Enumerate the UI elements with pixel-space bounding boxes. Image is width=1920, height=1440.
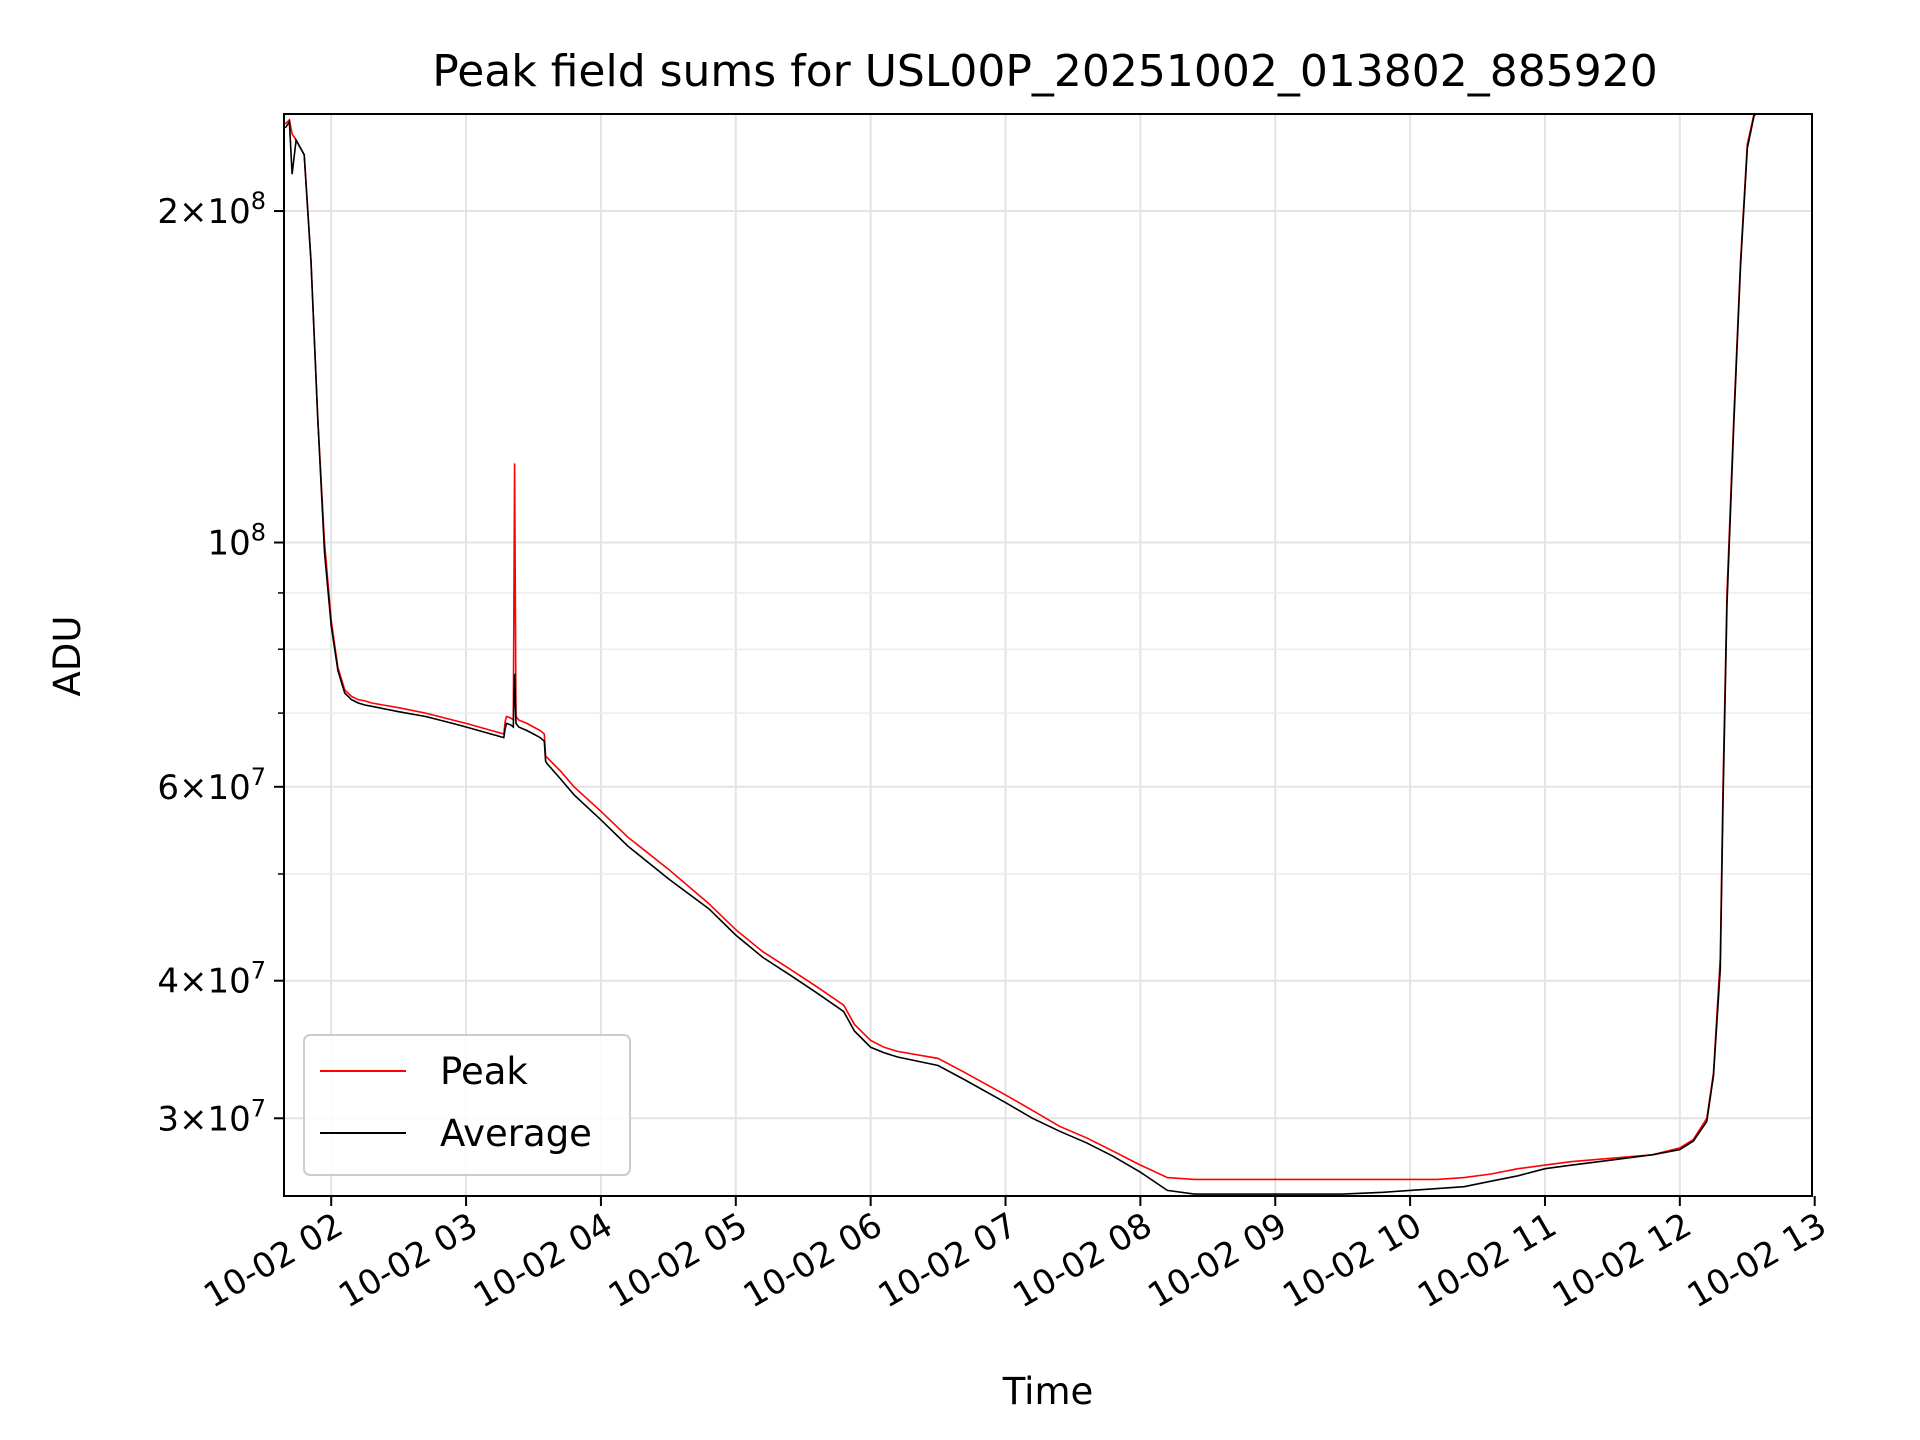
- y-tick-label: 4×107: [157, 957, 266, 1002]
- y-tick-label: 2×108: [157, 187, 266, 232]
- series-layer: [284, 114, 1757, 1195]
- legend: Peak Average: [303, 1034, 631, 1176]
- y-tick-label: 108: [207, 519, 266, 564]
- legend-label-average: Average: [440, 1112, 592, 1155]
- plot-frame: [283, 113, 1813, 1197]
- x-axis-label: Time: [1002, 1370, 1094, 1413]
- y-axis-label: ADU: [46, 616, 89, 697]
- legend-label-peak: Peak: [440, 1050, 528, 1093]
- chart-title: Peak field sums for USL00P_20251002_0138…: [432, 46, 1658, 97]
- y-tick-label: 3×107: [157, 1094, 266, 1139]
- peak-series-line: [284, 114, 1756, 1181]
- y-axis-ticks: 3×107 4×107 6×107 108 2×108: [157, 187, 284, 1139]
- average-series-line: [284, 114, 1757, 1195]
- y-tick-label: 6×107: [157, 763, 266, 808]
